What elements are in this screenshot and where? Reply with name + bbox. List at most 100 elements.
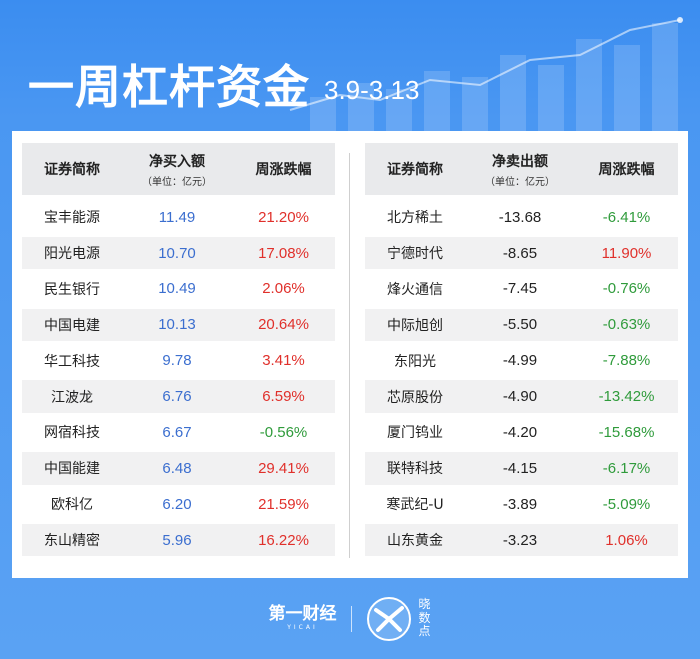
weekly-change: 11.90% (601, 244, 652, 262)
net-amount: -4.20 (502, 423, 538, 441)
net-amount: -3.89 (502, 495, 538, 513)
table-row: 中际旭创 -5.50 -0.63% (365, 308, 678, 341)
security-name: 宁德时代 (387, 246, 443, 263)
table-row: 北方稀土 -13.68 -6.41% (365, 201, 678, 234)
logo-separator (350, 605, 352, 632)
table-row: 宁德时代 -8.65 11.90% (365, 236, 678, 270)
weekly-change: 29.41% (258, 459, 309, 477)
table-row: 宝丰能源 11.49 21.20% (22, 201, 335, 234)
tables-card: 证券简称 净买入额 （单位：亿元） 周涨跌幅 宝丰能源 11.49 21.20% 阳光… (12, 131, 688, 578)
table-row: 芯原股份 -4.90 -13.42% (365, 380, 678, 413)
header-amount-unit: （单位：亿元） (142, 176, 212, 188)
security-name: 江波龙 (51, 389, 93, 406)
security-name: 东山精密 (44, 533, 100, 550)
table-row: 东阳光 -4.99 -7.88% (365, 344, 678, 377)
net-amount: -13.68 (498, 208, 542, 226)
security-name: 中国电建 (44, 317, 100, 334)
header-amount-label: 净买入额 (149, 153, 205, 170)
security-name: 民生银行 (44, 281, 100, 298)
weekly-change: -7.88% (602, 352, 651, 370)
table-row: 山东黄金 -3.23 1.06% (365, 524, 678, 557)
date-range: 3.9-3.13 (324, 75, 420, 105)
net-sell-table: 证券简称 净卖出额 （单位：亿元） 周涨跌幅 北方稀土 -13.68 -6.41% 宁… (365, 143, 678, 560)
net-amount: 10.70 (158, 244, 196, 262)
table-row: 厦门钨业 -4.20 -15.68% (365, 416, 678, 449)
weekly-change: 2.06% (262, 280, 305, 298)
net-amount: 6.76 (162, 388, 192, 406)
header-amount-label: 净卖出额 (492, 153, 548, 170)
security-name: 东阳光 (394, 353, 436, 370)
header-amount: 净卖出额 （单位：亿元） (465, 151, 575, 188)
weekly-change: 16.22% (258, 531, 309, 549)
table-row: 烽火通信 -7.45 -0.76% (365, 272, 678, 306)
security-name: 阳光电源 (44, 246, 100, 263)
table-row: 江波龙 6.76 6.59% (22, 380, 335, 413)
net-amount: 6.20 (162, 495, 192, 513)
net-amount: -8.65 (502, 244, 538, 262)
page-title: 一周杠杆资金 (28, 60, 310, 114)
net-amount: 10.13 (158, 316, 196, 334)
weekly-change: -0.76% (602, 280, 651, 298)
weekly-change: 3.41% (262, 352, 305, 370)
table-row: 民生银行 10.49 2.06% (22, 272, 335, 306)
weekly-change: 17.08% (258, 244, 309, 262)
table-row: 阳光电源 10.70 17.08% (22, 236, 335, 270)
net-amount: -3.23 (502, 531, 538, 549)
table-row: 联特科技 -4.15 -6.17% (365, 452, 678, 485)
security-name: 华工科技 (44, 353, 100, 370)
table-row: 寒武纪-U -3.89 -5.09% (365, 488, 678, 521)
security-name: 中际旭创 (387, 317, 443, 334)
header-name: 证券简称 (387, 162, 443, 178)
weekly-change: -15.68% (598, 423, 655, 441)
security-name: 厦门钨业 (387, 425, 443, 442)
footer-logos: 第一财经 YICAI 晓数点 (0, 578, 700, 659)
table-row: 中国电建 10.13 20.64% (22, 308, 335, 341)
weekly-change: 1.06% (605, 531, 648, 549)
column-divider (349, 153, 350, 558)
weekly-change: -0.63% (602, 316, 651, 334)
weekly-change: -5.09% (602, 495, 651, 513)
security-name: 山东黄金 (387, 533, 443, 550)
table-row: 东山精密 5.96 16.22% (22, 524, 335, 557)
table-row: 欧科亿 6.20 21.59% (22, 488, 335, 521)
table-row: 中国能建 6.48 29.41% (22, 452, 335, 485)
header-amount: 净买入额 （单位：亿元） (122, 151, 232, 188)
net-amount: 10.49 (158, 280, 196, 298)
security-name: 欧科亿 (51, 497, 93, 514)
yicai-logo-en: YICAI (287, 624, 318, 631)
xiaoshudian-logo: 晓数点 (366, 596, 432, 642)
security-name: 联特科技 (387, 461, 443, 478)
xiaoshudian-emblem-icon (366, 596, 411, 641)
weekly-change: 20.64% (258, 316, 309, 334)
weekly-change: -0.56% (259, 423, 308, 441)
page-header: 一周杠杆资金 3.9-3.13 (28, 40, 419, 110)
net-buy-table: 证券简称 净买入额 （单位：亿元） 周涨跌幅 宝丰能源 11.49 21.20% 阳光… (22, 143, 335, 560)
net-amount: -4.99 (502, 352, 538, 370)
net-amount: 6.48 (162, 459, 192, 477)
net-amount: -4.15 (502, 459, 538, 477)
header-change: 周涨跌幅 (255, 162, 312, 178)
table-header: 证券简称 净卖出额 （单位：亿元） 周涨跌幅 (365, 143, 678, 195)
weekly-change: 21.59% (258, 495, 309, 513)
table-header: 证券简称 净买入额 （单位：亿元） 周涨跌幅 (22, 143, 335, 195)
security-name: 中国能建 (44, 461, 100, 478)
table-row: 网宿科技 6.67 -0.56% (22, 416, 335, 449)
net-amount: -4.90 (502, 388, 538, 406)
table-body: 宝丰能源 11.49 21.20% 阳光电源 10.70 17.08% 民生银行 10.49 2… (22, 201, 335, 557)
net-amount: 6.67 (162, 423, 192, 441)
weekly-change: -13.42% (598, 388, 655, 406)
yicai-logo-cn: 第一财经 (268, 604, 337, 624)
security-name: 宝丰能源 (44, 210, 100, 227)
security-name: 芯原股份 (387, 389, 443, 406)
weekly-change: 6.59% (262, 388, 305, 406)
net-amount: 11.49 (158, 208, 196, 226)
security-name: 网宿科技 (44, 425, 100, 442)
xiaoshudian-text: 晓数点 (418, 596, 431, 639)
security-name: 北方稀土 (387, 210, 443, 227)
background-chart-decoration (280, 0, 700, 135)
net-amount: -5.50 (502, 316, 538, 334)
header-name: 证券简称 (44, 162, 100, 178)
net-amount: 9.78 (162, 352, 192, 370)
header-amount-unit: （单位：亿元） (485, 176, 555, 188)
weekly-change: -6.17% (602, 459, 651, 477)
